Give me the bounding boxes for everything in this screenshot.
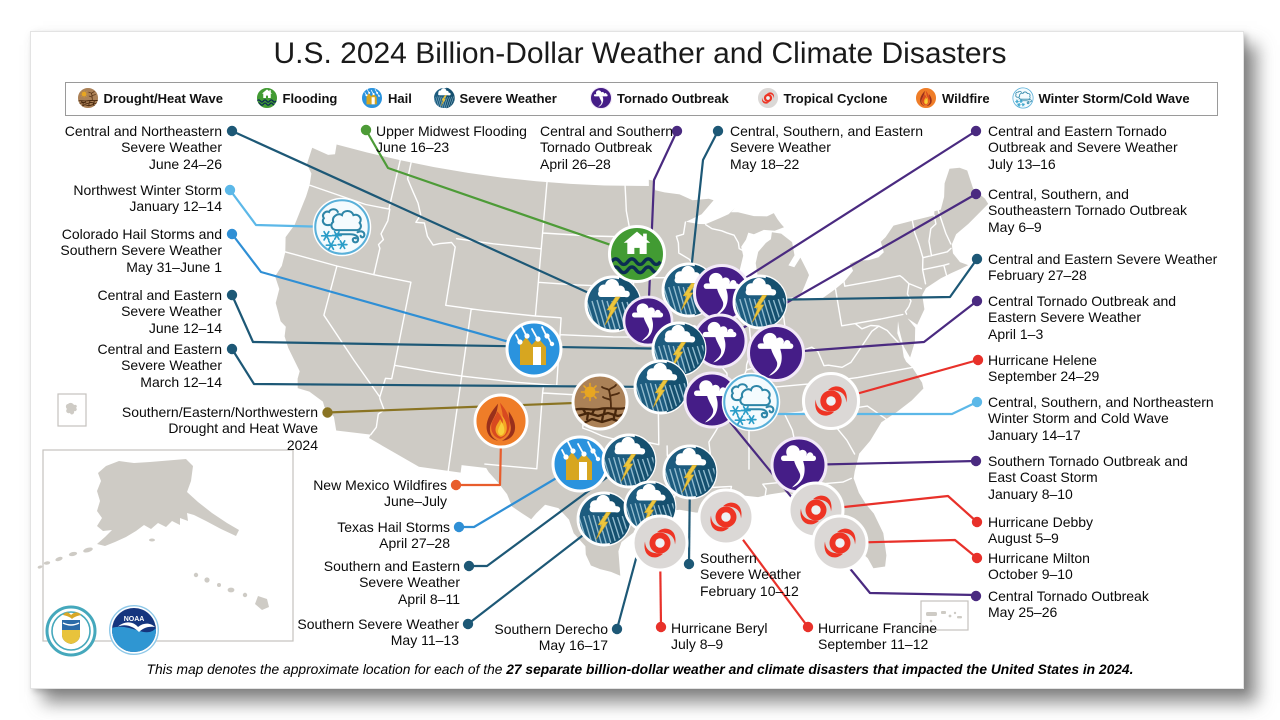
svg-text:NOAA: NOAA (124, 616, 145, 623)
